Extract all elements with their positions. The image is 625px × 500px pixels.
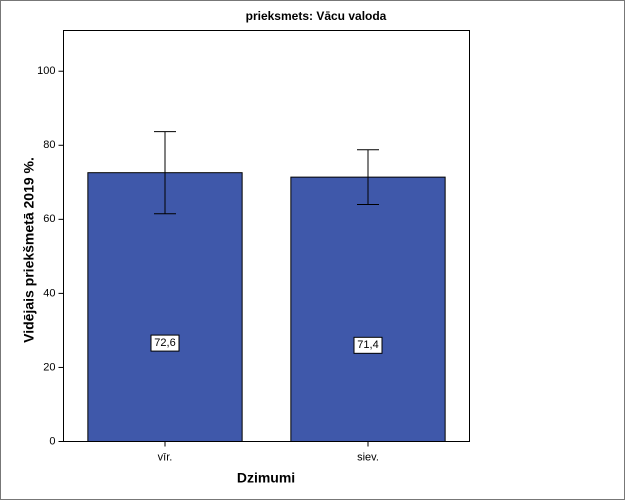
y-tick-label: 40 <box>43 287 55 299</box>
error-bar <box>357 149 379 206</box>
x-tick-label: siev. <box>357 451 379 463</box>
bar <box>290 176 446 443</box>
x-axis-title: Dzimumi <box>237 470 295 486</box>
x-tick-label: vīr. <box>158 451 173 463</box>
bar <box>87 172 243 442</box>
y-axis-title: Vidējais priekšmetā 2019 %. <box>21 157 37 343</box>
y-tick-label: 80 <box>43 139 55 151</box>
value-label: 72,6 <box>154 337 175 349</box>
error-bar <box>154 131 176 215</box>
value-label-box <box>353 336 383 354</box>
y-tick-label: 60 <box>43 213 55 225</box>
y-tick-label: 100 <box>37 65 55 77</box>
value-label: 71,4 <box>357 339 378 351</box>
y-tick-label: 20 <box>43 361 55 373</box>
chart-title: prieksmets: Vācu valoda <box>246 9 387 23</box>
value-label-box <box>150 334 180 352</box>
y-tick-label: 0 <box>49 435 55 447</box>
